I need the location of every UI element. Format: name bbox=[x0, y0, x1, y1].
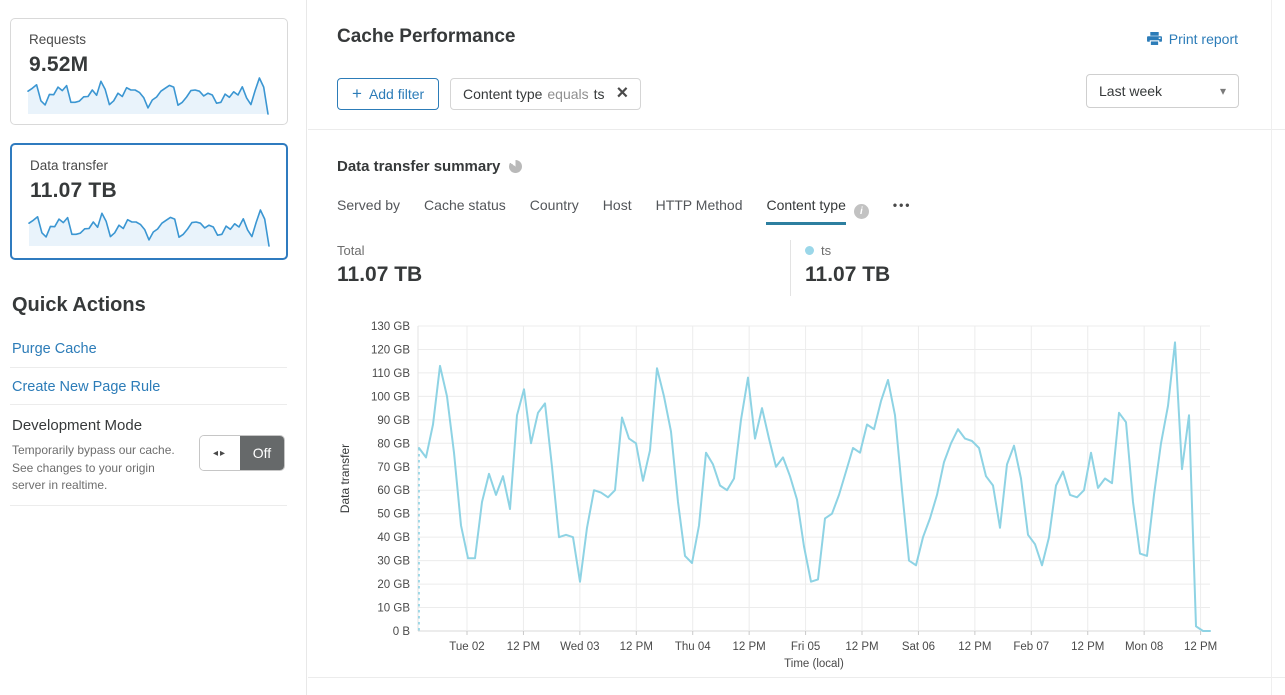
svg-text:Tue 02: Tue 02 bbox=[449, 641, 484, 653]
data-transfer-sparkline-chart bbox=[28, 209, 270, 247]
time-range-select[interactable]: Last week ▾ bbox=[1086, 74, 1239, 108]
svg-text:Thu 04: Thu 04 bbox=[675, 641, 711, 653]
metric-value: 11.07 TB bbox=[30, 179, 117, 202]
chevron-down-icon: ▾ bbox=[1219, 84, 1226, 98]
svg-text:60 GB: 60 GB bbox=[377, 485, 410, 497]
info-icon[interactable]: i bbox=[853, 203, 869, 219]
svg-text:12 PM: 12 PM bbox=[1071, 641, 1104, 653]
svg-text:Data transfer: Data transfer bbox=[338, 444, 352, 513]
data-transfer-line-chart[interactable]: 0 B 10 GB 20 GB 30 GB 40 GB 50 GB 60 GB 70 GB 80… bbox=[337, 318, 1240, 680]
print-report-button[interactable]: Print report bbox=[1146, 31, 1238, 47]
sidebar: Requests 9.52M Data transfer 11.07 TB Qu… bbox=[0, 0, 307, 695]
divider bbox=[1271, 0, 1272, 695]
svg-text:Feb 07: Feb 07 bbox=[1013, 641, 1049, 653]
divider bbox=[308, 129, 1285, 130]
add-filter-button[interactable]: + Add filter bbox=[337, 78, 440, 110]
tab-content-type[interactable]: Content type bbox=[766, 197, 846, 225]
svg-text:50 GB: 50 GB bbox=[377, 509, 410, 521]
dimension-tabs: Served by Cache status Country Host HTTP… bbox=[337, 197, 911, 225]
printer-icon bbox=[1146, 32, 1162, 46]
svg-text:80 GB: 80 GB bbox=[377, 438, 410, 450]
svg-text:12 PM: 12 PM bbox=[620, 641, 653, 653]
plus-icon: + bbox=[352, 84, 362, 103]
requests-sparkline-chart bbox=[27, 77, 269, 115]
quick-actions-title: Quick Actions bbox=[12, 294, 146, 316]
series-stat: ts 11.07 TB bbox=[805, 243, 890, 287]
toggle-state-label: Off bbox=[240, 436, 284, 470]
series-legend-dot bbox=[805, 246, 814, 255]
total-stat: Total 11.07 TB bbox=[337, 243, 422, 287]
svg-text:110 GB: 110 GB bbox=[372, 368, 410, 380]
create-page-rule-link[interactable]: Create New Page Rule bbox=[12, 379, 161, 395]
svg-text:12 PM: 12 PM bbox=[507, 641, 540, 653]
development-mode-toggle[interactable]: ◂▸ Off bbox=[199, 435, 285, 471]
divider bbox=[10, 367, 287, 368]
tab-host[interactable]: Host bbox=[602, 197, 632, 213]
summary-title-text: Data transfer summary bbox=[337, 158, 501, 175]
purge-cache-link[interactable]: Purge Cache bbox=[12, 341, 97, 357]
svg-text:Sat 06: Sat 06 bbox=[902, 641, 935, 653]
development-mode-title: Development Mode bbox=[12, 417, 143, 434]
divider bbox=[10, 505, 287, 506]
svg-text:100 GB: 100 GB bbox=[371, 391, 410, 403]
tab-http-method[interactable]: HTTP Method bbox=[655, 197, 743, 213]
svg-text:12 PM: 12 PM bbox=[733, 641, 766, 653]
filter-chip-content-type: Content type equals ts × bbox=[450, 78, 642, 110]
summary-section-title: Data transfer summary bbox=[337, 158, 523, 175]
metric-label: Requests bbox=[29, 32, 87, 47]
svg-text:Mon 08: Mon 08 bbox=[1125, 641, 1163, 653]
svg-text:120 GB: 120 GB bbox=[371, 344, 410, 356]
remove-filter-icon[interactable]: × bbox=[616, 82, 629, 104]
svg-text:70 GB: 70 GB bbox=[377, 462, 410, 474]
svg-text:20 GB: 20 GB bbox=[377, 579, 410, 591]
svg-text:12 PM: 12 PM bbox=[845, 641, 878, 653]
svg-text:30 GB: 30 GB bbox=[377, 556, 410, 568]
divider bbox=[308, 677, 1285, 678]
metric-value: 9.52M bbox=[29, 53, 89, 76]
svg-text:0 B: 0 B bbox=[393, 626, 411, 638]
total-label: Total bbox=[337, 243, 365, 258]
svg-text:12 PM: 12 PM bbox=[1184, 641, 1217, 653]
svg-text:Time (local): Time (local) bbox=[784, 658, 844, 670]
metric-label: Data transfer bbox=[30, 158, 109, 173]
svg-text:Fri 05: Fri 05 bbox=[791, 641, 820, 653]
svg-text:10 GB: 10 GB bbox=[377, 603, 410, 615]
development-mode-description: Temporarily bypass our cache. See change… bbox=[12, 443, 175, 492]
divider bbox=[10, 404, 287, 405]
divider bbox=[790, 240, 791, 296]
page-title: Cache Performance bbox=[337, 26, 516, 47]
svg-text:40 GB: 40 GB bbox=[377, 532, 410, 544]
more-tabs-button[interactable]: ••• bbox=[892, 198, 912, 212]
svg-text:12 PM: 12 PM bbox=[958, 641, 991, 653]
tab-country[interactable]: Country bbox=[529, 197, 579, 213]
svg-text:130 GB: 130 GB bbox=[371, 321, 410, 333]
time-range-value: Last week bbox=[1099, 83, 1163, 99]
main-content: Cache Performance Print report + Add fil… bbox=[308, 0, 1285, 695]
total-value: 11.07 TB bbox=[337, 263, 423, 286]
series-value: 11.07 TB bbox=[805, 263, 891, 286]
filter-value: ts bbox=[593, 86, 605, 102]
pie-timer-icon bbox=[509, 160, 523, 173]
add-filter-label: Add filter bbox=[368, 86, 425, 102]
toggle-arrows-icon: ◂▸ bbox=[200, 436, 240, 470]
metric-card-data-transfer[interactable]: Data transfer 11.07 TB bbox=[10, 143, 288, 260]
tab-cache-status[interactable]: Cache status bbox=[424, 197, 506, 213]
series-legend-label[interactable]: ts bbox=[821, 243, 832, 258]
tab-served-by[interactable]: Served by bbox=[337, 197, 401, 213]
filter-field: Content type bbox=[463, 86, 543, 102]
svg-text:Wed 03: Wed 03 bbox=[560, 641, 599, 653]
svg-text:90 GB: 90 GB bbox=[377, 415, 410, 427]
filter-operator: equals bbox=[547, 86, 589, 102]
print-report-label: Print report bbox=[1168, 31, 1238, 47]
metric-card-requests[interactable]: Requests 9.52M bbox=[10, 18, 288, 125]
